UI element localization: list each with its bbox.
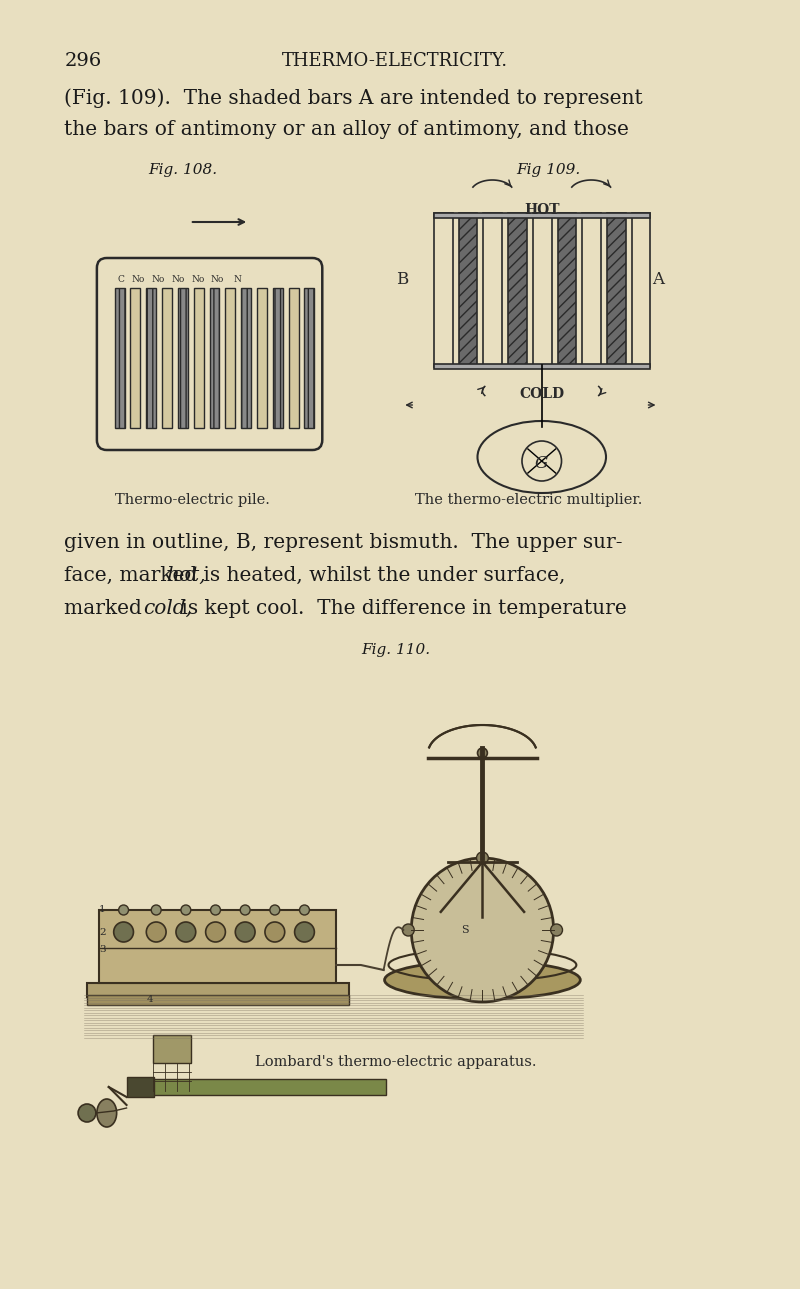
Text: S: S bbox=[461, 926, 469, 935]
Bar bbox=[458, 213, 478, 367]
Bar bbox=[607, 213, 626, 367]
Text: G: G bbox=[535, 455, 548, 472]
Bar bbox=[99, 910, 336, 984]
Circle shape bbox=[118, 905, 129, 915]
Bar bbox=[533, 213, 552, 367]
Bar bbox=[87, 984, 349, 996]
Bar bbox=[210, 287, 219, 428]
Text: Fig. 110.: Fig. 110. bbox=[361, 643, 430, 657]
Circle shape bbox=[402, 924, 414, 936]
Circle shape bbox=[477, 852, 488, 864]
Text: Fig. 108.: Fig. 108. bbox=[148, 162, 218, 177]
Text: No: No bbox=[132, 275, 145, 284]
Circle shape bbox=[235, 922, 255, 942]
Bar bbox=[114, 287, 125, 428]
Circle shape bbox=[151, 905, 161, 915]
Text: 2: 2 bbox=[99, 928, 106, 937]
Bar bbox=[87, 995, 349, 1005]
Text: 1: 1 bbox=[99, 905, 106, 914]
Bar bbox=[558, 213, 576, 367]
Bar bbox=[126, 1078, 154, 1097]
Bar bbox=[178, 287, 188, 428]
Circle shape bbox=[411, 858, 554, 1002]
Circle shape bbox=[270, 905, 280, 915]
Text: No: No bbox=[171, 275, 185, 284]
Text: marked: marked bbox=[64, 599, 149, 617]
Circle shape bbox=[78, 1103, 96, 1121]
Text: Thermo-electric pile.: Thermo-electric pile. bbox=[115, 492, 270, 507]
Text: (Fig. 109).  The shaded bars A are intended to represent: (Fig. 109). The shaded bars A are intend… bbox=[64, 88, 643, 108]
Circle shape bbox=[114, 922, 134, 942]
Circle shape bbox=[146, 922, 166, 942]
Circle shape bbox=[181, 905, 190, 915]
Text: C: C bbox=[117, 275, 124, 284]
Bar bbox=[434, 363, 650, 369]
Circle shape bbox=[265, 922, 285, 942]
Text: is kept cool.  The difference in temperature: is kept cool. The difference in temperat… bbox=[175, 599, 626, 617]
Circle shape bbox=[210, 905, 221, 915]
Bar bbox=[483, 213, 502, 367]
Bar bbox=[154, 1079, 386, 1094]
Text: B: B bbox=[396, 272, 409, 289]
Circle shape bbox=[294, 922, 314, 942]
Bar bbox=[582, 213, 601, 367]
Text: is heated, whilst the under surface,: is heated, whilst the under surface, bbox=[197, 566, 565, 585]
Text: 3: 3 bbox=[99, 945, 106, 954]
Bar bbox=[632, 213, 650, 367]
Text: Lombard's thermo-electric apparatus.: Lombard's thermo-electric apparatus. bbox=[254, 1054, 536, 1069]
Bar bbox=[146, 287, 156, 428]
Text: 4: 4 bbox=[146, 995, 153, 1004]
Ellipse shape bbox=[97, 1100, 117, 1127]
Ellipse shape bbox=[385, 962, 580, 999]
Text: A: A bbox=[653, 272, 665, 289]
Circle shape bbox=[550, 924, 562, 936]
Bar bbox=[257, 287, 267, 428]
Text: Fig 109.: Fig 109. bbox=[517, 162, 581, 177]
Circle shape bbox=[299, 905, 310, 915]
Text: The thermo-electric multiplier.: The thermo-electric multiplier. bbox=[415, 492, 642, 507]
Text: HOT: HOT bbox=[524, 202, 559, 217]
Text: COLD: COLD bbox=[519, 387, 564, 401]
Text: 296: 296 bbox=[64, 52, 102, 70]
Text: cold,: cold, bbox=[143, 599, 192, 617]
Text: face, marked: face, marked bbox=[64, 566, 204, 585]
Text: No: No bbox=[151, 275, 165, 284]
Text: hot,: hot, bbox=[166, 566, 206, 585]
Bar bbox=[130, 287, 140, 428]
Text: the bars of antimony or an alloy of antimony, and those: the bars of antimony or an alloy of anti… bbox=[64, 120, 629, 139]
Bar bbox=[434, 213, 650, 218]
Text: N: N bbox=[234, 275, 242, 284]
Bar bbox=[194, 287, 204, 428]
Circle shape bbox=[478, 748, 487, 758]
Text: given in outline, B, represent bismuth.  The upper sur-: given in outline, B, represent bismuth. … bbox=[64, 532, 622, 552]
Circle shape bbox=[240, 905, 250, 915]
Bar bbox=[289, 287, 298, 428]
Circle shape bbox=[176, 922, 196, 942]
Bar bbox=[154, 1035, 190, 1063]
Bar bbox=[226, 287, 235, 428]
Text: No: No bbox=[191, 275, 205, 284]
Bar bbox=[242, 287, 251, 428]
Bar bbox=[508, 213, 527, 367]
Bar bbox=[162, 287, 172, 428]
Text: No: No bbox=[211, 275, 224, 284]
Bar bbox=[305, 287, 314, 428]
Bar bbox=[273, 287, 282, 428]
Bar bbox=[434, 213, 453, 367]
Text: THERMO-ELECTRICITY.: THERMO-ELECTRICITY. bbox=[282, 52, 509, 70]
Circle shape bbox=[206, 922, 226, 942]
